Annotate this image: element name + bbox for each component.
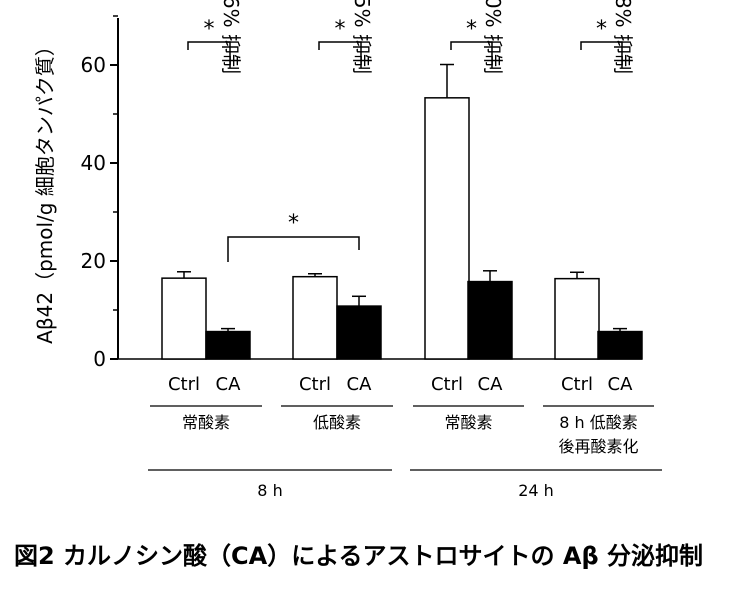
significance-annotations: * 66% 抑制 * 35% 抑制 * 70% 抑制 * 68% 抑制* xyxy=(187,0,635,262)
significance-bracket-1 xyxy=(318,41,362,68)
y-tick-label-40: 40 xyxy=(81,151,106,175)
condition-label-2: 常酸素 xyxy=(444,413,492,432)
inhibition-label-3: 68% 抑制 xyxy=(611,0,635,74)
bar-2-ca xyxy=(467,280,513,360)
inhibition-label-0: 66% 抑制 xyxy=(219,0,243,74)
figure-caption: 図2 カルノシン酸（CA）によるアストロサイトの Aβ 分泌抑制 xyxy=(14,542,703,570)
category-label-0-0: Ctrl xyxy=(168,374,200,395)
bar-1-ctrl xyxy=(292,275,338,360)
time-label-0: 8 h xyxy=(257,481,282,500)
category-label-1-0: Ctrl xyxy=(299,374,331,395)
significance-star-0: * xyxy=(204,17,215,42)
bar-3-ca xyxy=(597,330,643,360)
category-label-2-0: Ctrl xyxy=(431,374,463,395)
condition-label-0: 常酸素 xyxy=(182,413,230,432)
category-label-1-1: CA xyxy=(347,374,373,395)
inhibition-label-1: 35% 抑制 xyxy=(350,0,374,74)
time-label-1: 24 h xyxy=(518,481,554,500)
bar-3-ctrl xyxy=(554,277,600,360)
category-labels: Ctrl CA 常酸素 Ctrl CA 低酸素 Ctrl CA 常酸素 Ctrl CA 8 h 低酸素… xyxy=(148,374,662,500)
condition-label-1: 低酸素 xyxy=(313,413,361,432)
bar-0-ca xyxy=(205,330,251,360)
category-label-0-1: CA xyxy=(216,374,242,395)
cross-comparison-bracket xyxy=(227,236,360,262)
cross-comparison-star: * xyxy=(288,211,299,236)
condition-label-line2-3: 後再酸素化 xyxy=(558,437,638,456)
significance-bracket-0 xyxy=(187,41,231,68)
y-tick-label-0: 0 xyxy=(93,347,106,371)
category-label-3-1: CA xyxy=(608,374,634,395)
y-tick-label-60: 60 xyxy=(81,53,106,77)
significance-star-3: * xyxy=(596,17,607,42)
significance-bracket-2 xyxy=(450,41,493,68)
condition-label-3: 8 h 低酸素 xyxy=(559,413,638,432)
significance-bracket-3 xyxy=(580,41,623,68)
category-label-2-1: CA xyxy=(478,374,504,395)
bars xyxy=(161,63,643,360)
bar-1-ca xyxy=(336,305,382,360)
inhibition-label-2: 70% 抑制 xyxy=(481,0,505,74)
category-label-3-0: Ctrl xyxy=(561,374,593,395)
y-tick-label-20: 20 xyxy=(81,249,106,273)
bar-0-ctrl xyxy=(161,277,207,360)
significance-star-1: * xyxy=(335,17,346,42)
bar-2-ctrl xyxy=(424,97,470,360)
significance-star-2: * xyxy=(466,17,477,42)
y-axis-label: Aβ42（pmol/g 細胞タンパク質） xyxy=(33,36,57,344)
